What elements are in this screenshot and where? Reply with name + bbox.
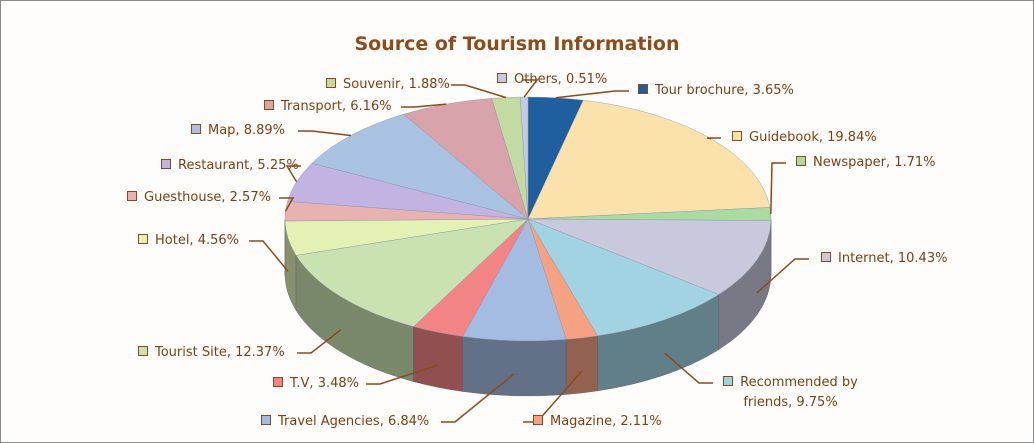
leader-line	[249, 241, 288, 271]
slice-label: Newspaper, 1.71%	[796, 153, 936, 173]
legend-marker	[264, 100, 274, 110]
label-text: Internet, 10.43%	[838, 251, 947, 266]
slice-label: Restaurant, 5.25%	[161, 156, 299, 176]
slice-side	[463, 337, 566, 396]
legend-marker	[127, 191, 137, 201]
label-text: Guidebook, 19.84%	[749, 130, 877, 145]
slice-side	[413, 327, 462, 392]
slice-label: Souvenir, 1.88%	[326, 75, 450, 95]
chart	[1, 1, 1033, 442]
slice-label: Others, 0.51%	[497, 70, 607, 90]
legend-marker	[138, 234, 148, 244]
label-text: Travel Agencies, 6.84%	[278, 414, 429, 429]
slice-label: Internet, 10.43%	[821, 249, 947, 269]
legend-marker	[533, 415, 543, 425]
leader-line	[298, 131, 351, 135]
legend-marker	[326, 78, 336, 88]
slice-label: Tourist Site, 12.37%	[138, 343, 285, 363]
label-text: T.V, 3.48%	[290, 376, 359, 391]
slice-label: Recommended by friends, 9.75%	[723, 373, 858, 413]
label-text: Restaurant, 5.25%	[178, 158, 299, 173]
label-text: Transport, 6.16%	[281, 99, 392, 114]
chart-frame: Source of Tourism Information Tour broch…	[0, 0, 1034, 443]
label-text: Magazine, 2.11%	[550, 414, 662, 429]
legend-marker	[261, 415, 271, 425]
legend-marker	[732, 131, 742, 141]
leader-line	[707, 138, 721, 139]
legend-marker	[638, 84, 648, 94]
slice-label: Tour brochure, 3.65%	[638, 81, 794, 101]
leader-line	[556, 91, 629, 98]
label-text: Tour brochure, 3.65%	[655, 83, 794, 98]
legend-marker	[821, 252, 831, 262]
slice-label: Magazine, 2.11%	[533, 412, 662, 432]
legend-marker	[796, 156, 806, 166]
legend-marker	[273, 377, 283, 387]
label-text: Guesthouse, 2.57%	[144, 190, 271, 205]
legend-marker	[497, 73, 507, 83]
label-text: Newspaper, 1.71%	[813, 155, 936, 170]
legend-marker	[138, 346, 148, 356]
label-text: Others, 0.51%	[514, 72, 607, 87]
legend-marker	[161, 159, 171, 169]
leader-line	[771, 163, 786, 214]
label-text: Souvenir, 1.88%	[343, 77, 450, 92]
label-text: Map, 8.89%	[208, 123, 285, 138]
label-text: Hotel, 4.56%	[155, 233, 239, 248]
chart-title: Source of Tourism Information	[1, 33, 1033, 55]
slice-label: Guidebook, 19.84%	[732, 128, 877, 148]
slice-label: T.V, 3.48%	[273, 374, 359, 394]
slice-label: Guesthouse, 2.57%	[127, 188, 271, 208]
label-text: Tourist Site, 12.37%	[155, 345, 285, 360]
slice-label: Travel Agencies, 6.84%	[261, 412, 429, 432]
slice-label: Hotel, 4.56%	[138, 231, 239, 251]
legend-marker	[191, 124, 201, 134]
slice-label: Transport, 6.16%	[264, 97, 392, 117]
slice-side	[566, 336, 597, 395]
slice-label: Map, 8.89%	[191, 121, 285, 141]
legend-marker	[723, 376, 733, 386]
label-text: Recommended by friends, 9.75%	[740, 375, 858, 410]
